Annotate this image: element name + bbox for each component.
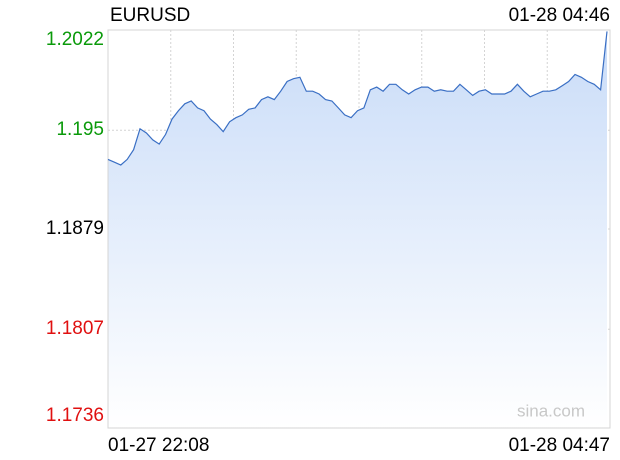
plot-frame [107, 29, 611, 429]
y-tick-label: 1.1736 [46, 405, 104, 426]
y-tick-label: 1.1807 [46, 318, 104, 339]
y-tick-label: 1.1879 [46, 218, 104, 239]
price-line [107, 31, 608, 166]
y-tick-label: 1.2022 [46, 29, 104, 50]
chart-title: EURUSD [110, 5, 190, 26]
watermark: sina.com [517, 401, 585, 420]
x-tick-label: 01-27 22:08 [108, 435, 209, 456]
area [108, 31, 607, 429]
x-tick-label: 01-28 04:47 [509, 435, 610, 456]
y-tick-label: 1.195 [56, 119, 104, 140]
timestamp: 01-28 04:46 [509, 5, 610, 26]
